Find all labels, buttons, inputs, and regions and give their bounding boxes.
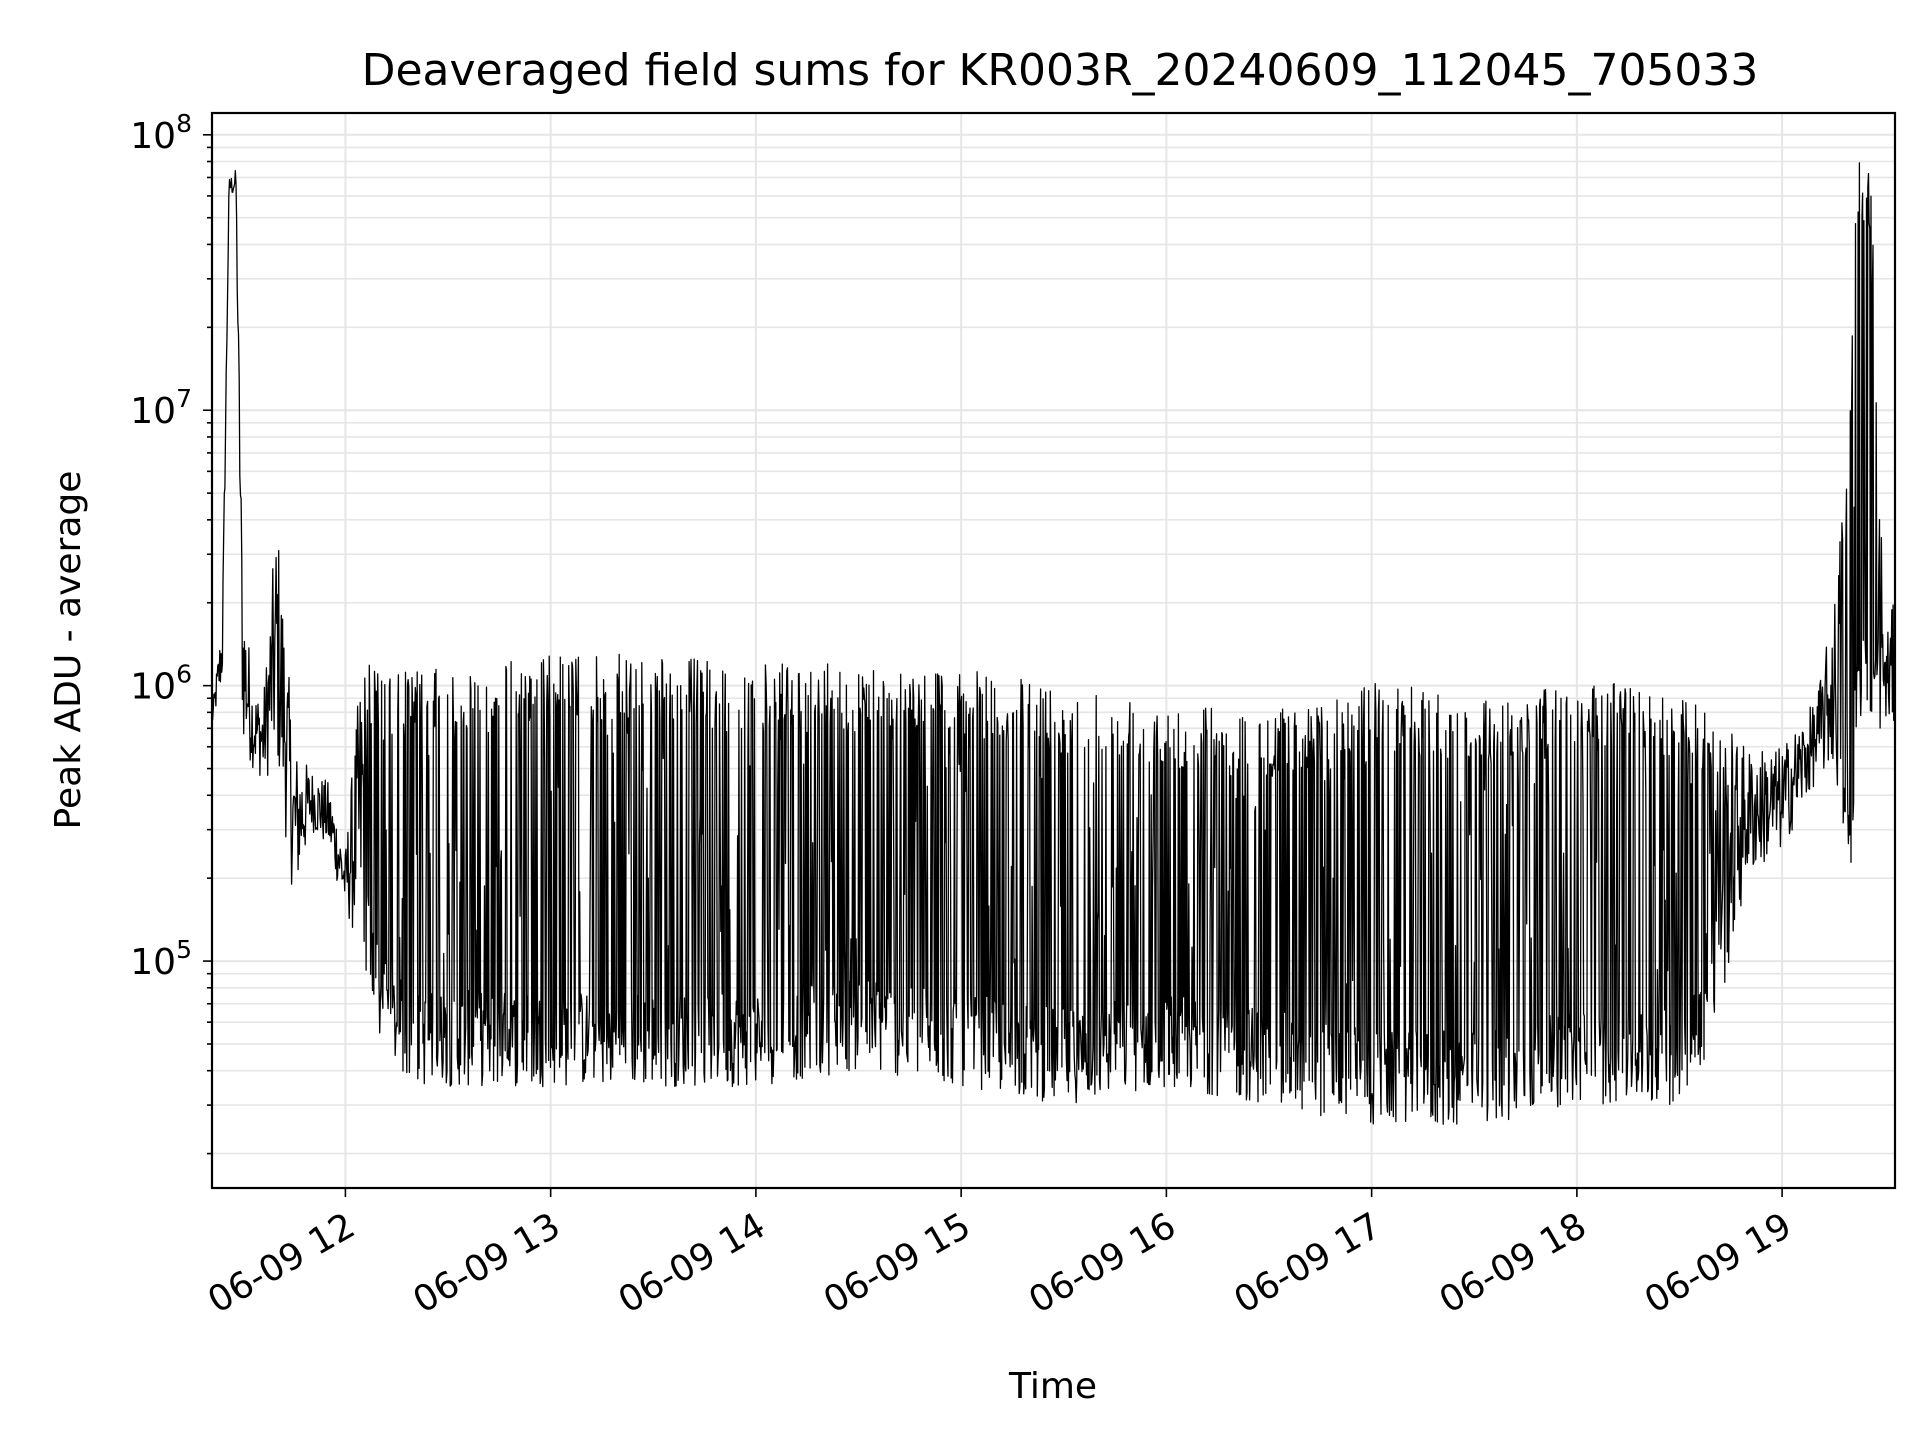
data-series xyxy=(211,162,1896,1125)
y-tick-label: 106 xyxy=(130,660,192,708)
y-axis-label: Peak ADU - average xyxy=(48,471,89,830)
y-tick-base: 10 xyxy=(130,942,176,983)
series-line xyxy=(211,162,1896,1125)
y-tick-label: 107 xyxy=(130,384,192,432)
y-tick-exponent: 8 xyxy=(176,109,192,138)
y-tick-exponent: 6 xyxy=(176,660,192,689)
y-tick-label: 105 xyxy=(130,935,192,983)
y-tick-base: 10 xyxy=(130,667,176,708)
y-tick-base: 10 xyxy=(130,116,176,157)
y-tick-base: 10 xyxy=(130,391,176,432)
chart-title: Deaveraged field sums for KR003R_2024060… xyxy=(362,45,1759,96)
plot-frame xyxy=(210,111,1897,1190)
y-tick-exponent: 7 xyxy=(176,384,192,413)
y-tick-exponent: 5 xyxy=(176,935,192,964)
y-tick-label: 108 xyxy=(130,109,192,157)
x-axis-label: Time xyxy=(1008,1366,1097,1407)
